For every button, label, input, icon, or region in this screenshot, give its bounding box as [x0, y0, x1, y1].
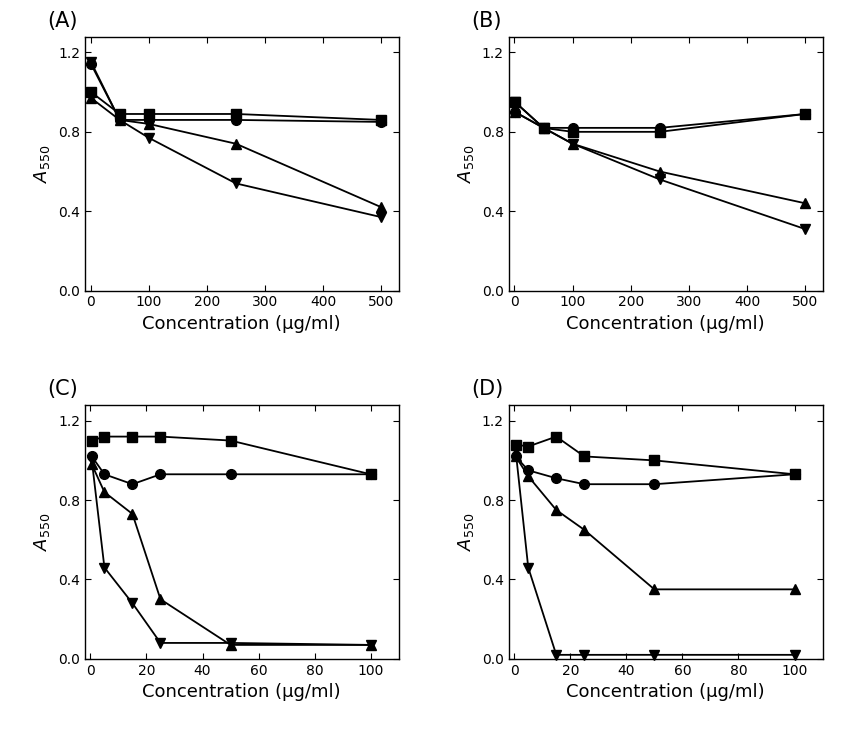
X-axis label: Concentration (μg/ml): Concentration (μg/ml) — [142, 683, 341, 701]
Y-axis label: $A_{550}$: $A_{550}$ — [32, 144, 53, 183]
Text: (D): (D) — [471, 379, 503, 400]
X-axis label: Concentration (μg/ml): Concentration (μg/ml) — [142, 315, 341, 333]
Y-axis label: $A_{550}$: $A_{550}$ — [456, 512, 477, 551]
Y-axis label: $A_{550}$: $A_{550}$ — [456, 144, 477, 183]
Text: (C): (C) — [47, 379, 78, 400]
X-axis label: Concentration (μg/ml): Concentration (μg/ml) — [566, 683, 765, 701]
Y-axis label: $A_{550}$: $A_{550}$ — [32, 512, 53, 551]
X-axis label: Concentration (μg/ml): Concentration (μg/ml) — [566, 315, 765, 333]
Text: (A): (A) — [47, 11, 78, 31]
Text: (B): (B) — [471, 11, 501, 31]
